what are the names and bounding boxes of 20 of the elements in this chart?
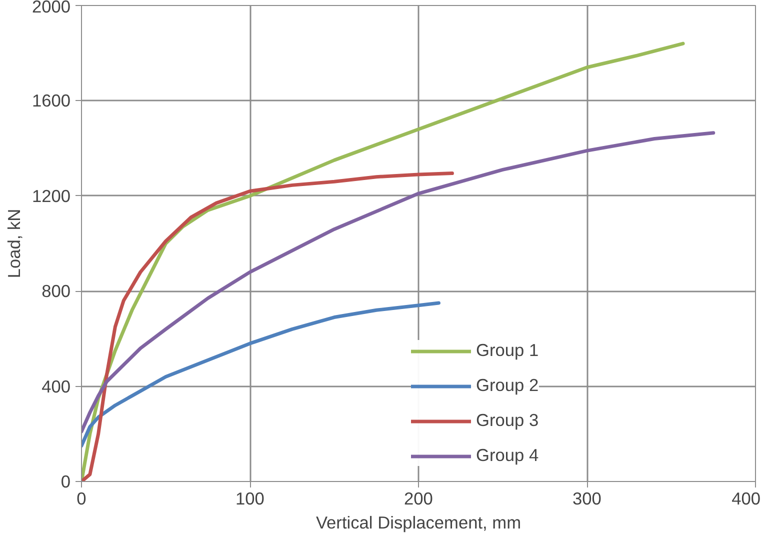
y-tick-label: 1200 [32, 186, 71, 206]
legend-label: Group 3 [476, 410, 539, 431]
legend-label: Group 4 [476, 445, 539, 466]
x-tick-label: 400 [732, 488, 761, 508]
x-axis-title: Vertical Displacement, mm [316, 512, 522, 532]
legend-label: Group 1 [476, 340, 539, 361]
x-tick-label: 300 [572, 488, 602, 508]
x-tick-label: 0 [76, 488, 86, 508]
y-tick-label: 2000 [32, 0, 71, 16]
line-series [82, 301, 440, 448]
y-tick-label: 400 [42, 376, 71, 396]
legend-label: Group 2 [476, 375, 539, 396]
y-axis-title: Load, kN [4, 208, 24, 278]
x-tick-label: 100 [236, 488, 264, 508]
y-tick-label: 1600 [32, 90, 71, 111]
y-tick-label: 800 [42, 281, 71, 302]
y-tick-label: 0 [60, 472, 71, 492]
line-series [82, 131, 716, 434]
x-tick-label: 200 [404, 488, 433, 508]
line-series [82, 172, 454, 482]
